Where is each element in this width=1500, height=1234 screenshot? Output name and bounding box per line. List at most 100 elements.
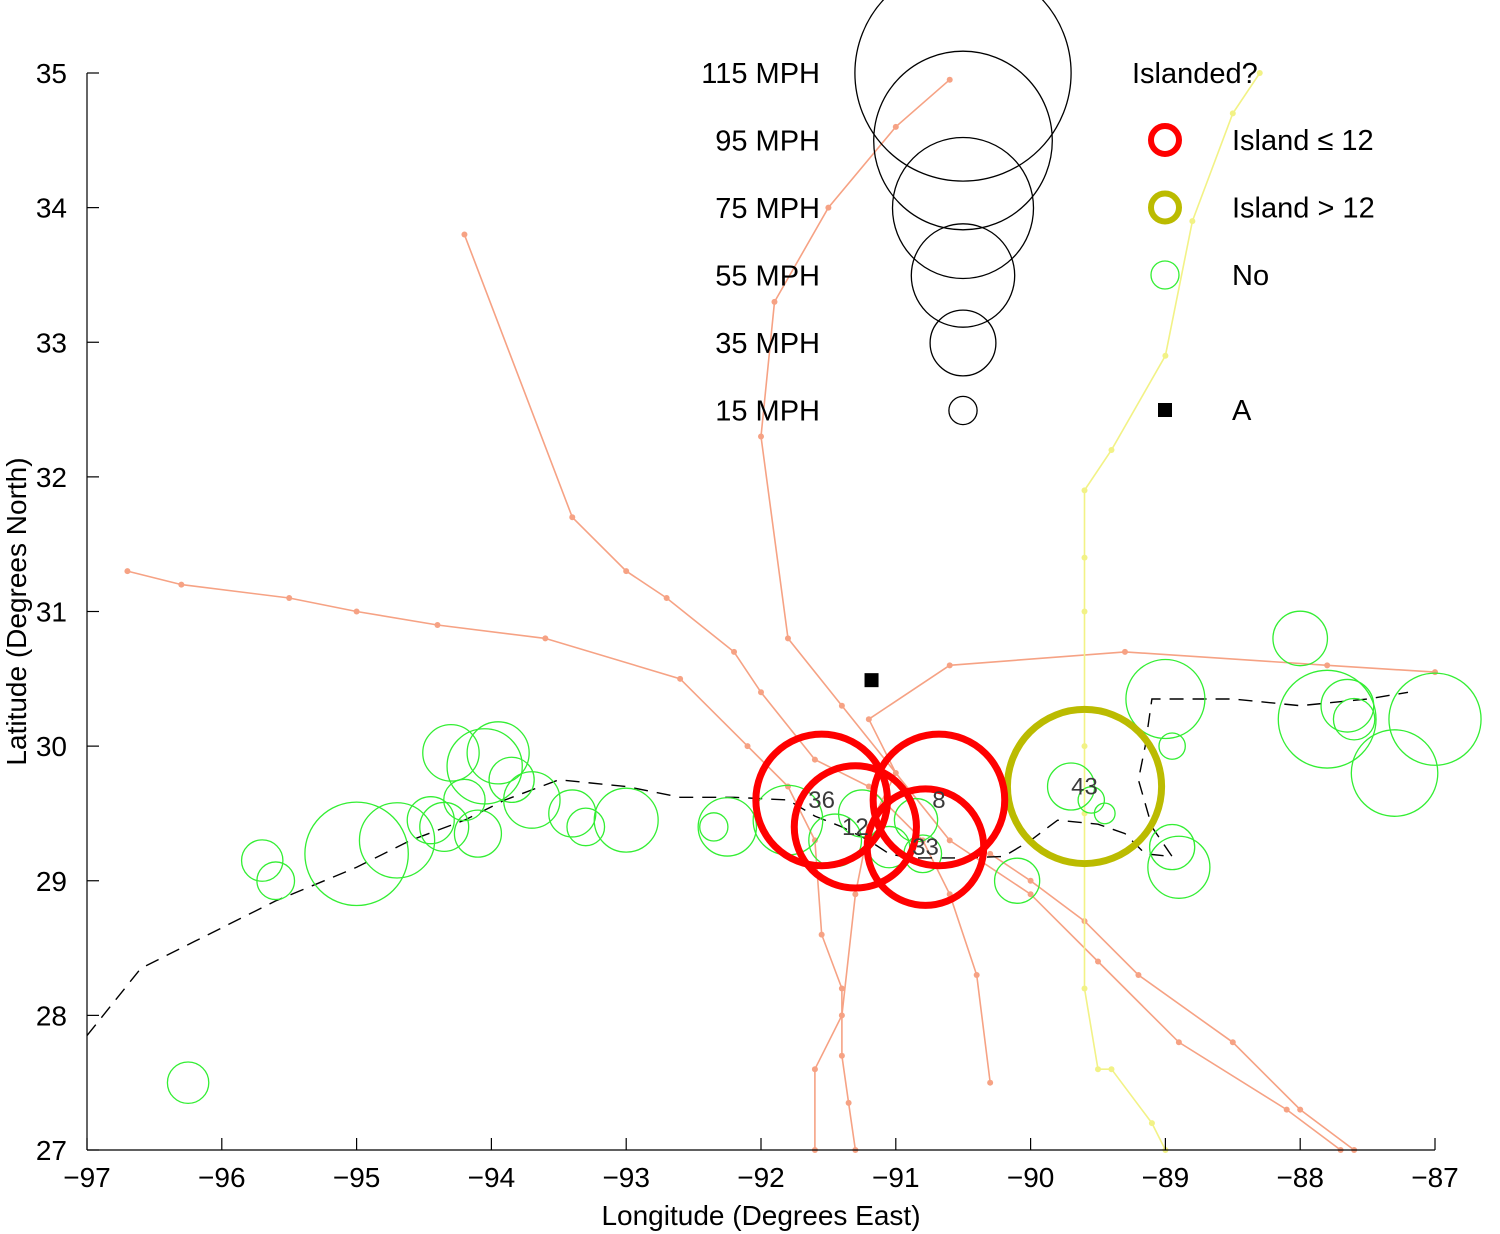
bubble-no [699,812,729,842]
y-tick-label: 32 [36,462,67,493]
storm-track-point [987,850,994,857]
storm-track-point [744,743,751,750]
storm-track-point [286,595,293,602]
bubble-no [593,787,659,853]
storm-track-point [1121,648,1128,655]
bubble-no [1320,678,1375,733]
y-tick-label: 28 [36,1000,67,1031]
legend-islanded-label: Island > 12 [1232,193,1375,225]
wind-bubbles [166,610,1482,1105]
bubble-no [1388,672,1482,766]
storm-track-point [784,635,791,642]
bubble-no [697,797,758,857]
bubble-no [566,807,606,847]
legend-size-label: 95 MPH [715,126,820,158]
bubble-label: 36 [808,787,835,814]
bubble-no [240,839,284,882]
y-tick-label: 34 [36,193,67,224]
storm-track-point [1135,971,1142,978]
legend-size-label: 55 MPH [715,261,820,293]
legend-size-circle [929,309,997,377]
legend-no-swatch [1150,260,1180,290]
storm-track-point [124,568,131,575]
legend-size-label: 115 MPH [701,58,820,90]
storm-track-point [784,783,791,790]
storm-track-point [758,689,764,696]
storm-track-point [731,648,738,655]
bubble-no [1093,802,1116,825]
x-tick-label: −93 [602,1162,650,1193]
bubble-no [1148,823,1196,871]
storm-track-line [1083,72,1261,1151]
bubble-no [1046,762,1096,811]
x-axis-title: Longitude (Degrees East) [601,1200,920,1231]
storm-track-point [838,702,845,709]
bubble-no [488,756,535,803]
storm-track-point [973,971,980,978]
storm-track-line [760,79,1342,1151]
storm-track-point [825,204,832,211]
x-tick-label: −94 [468,1162,516,1193]
storm-track-point [1081,743,1088,750]
storm-track-point [663,595,670,602]
bubble-no [993,857,1041,904]
bubble-no [1077,786,1106,814]
y-tick-label: 31 [36,597,67,628]
legend-size-circle [948,395,978,426]
x-tick-label: −90 [1007,1162,1055,1193]
storm-track-point [1081,608,1088,615]
y-tick-label: 27 [36,1135,67,1166]
bubble-no [406,796,455,845]
storm-track-point [1229,1039,1236,1046]
point-a-layer [864,673,879,688]
storm-track-point [1108,1066,1115,1073]
x-tick-label: −89 [1142,1162,1190,1193]
legend-size-circle [910,223,1016,328]
bubble-no [1158,732,1186,760]
storm-track-point [811,1066,818,1073]
legend-islanded-label: A [1232,395,1252,427]
storm-track-point [946,662,953,669]
bubble-no [304,801,409,907]
bubble-island-le-12 [790,762,920,892]
storm-track-point [838,1052,845,1059]
storm-track-point [1081,985,1088,992]
storm-track-point [461,231,468,238]
storm-track-point [892,770,899,777]
y-tick-label: 35 [36,58,67,89]
bubble-no [1277,669,1377,769]
storm-track-point [677,675,684,682]
bubble-label: 43 [1071,774,1098,801]
bubble-no [466,721,530,785]
x-tick-label: −88 [1276,1162,1324,1193]
bubble-no [256,861,296,901]
storm-track-point [1095,1066,1101,1073]
x-tick-label: −91 [872,1162,920,1193]
storm-track-point [1081,554,1088,561]
bubble-no [1125,658,1206,740]
legend-islanded-label: Island ≤ 12 [1232,125,1374,157]
x-tick-label: −92 [737,1162,785,1193]
legend-island-le-12-swatch [1148,123,1182,157]
storm-track-point [1095,958,1101,965]
bubble-no [1272,610,1329,667]
storm-track-point [987,1079,994,1086]
legend-size-circle [891,136,1035,280]
bubble-no [422,724,480,782]
storm-track-point [1081,487,1088,494]
storm-track-point [1027,891,1034,898]
legend-size-circle [873,50,1053,231]
bubble-no [166,1061,210,1105]
storm-track-point [1175,1039,1182,1046]
storm-track-point [1297,1106,1304,1113]
storm-track-point [1148,1120,1155,1127]
bubble-no [453,809,503,858]
y-tick-label: 29 [36,866,67,897]
legend-size-label: 75 MPH [715,193,820,225]
storm-track-point [569,514,576,521]
x-tick-label: −96 [198,1162,246,1193]
storm-track-point [1256,70,1263,76]
storm-track-point [811,837,818,844]
legend-point-a-marker [1158,403,1172,417]
